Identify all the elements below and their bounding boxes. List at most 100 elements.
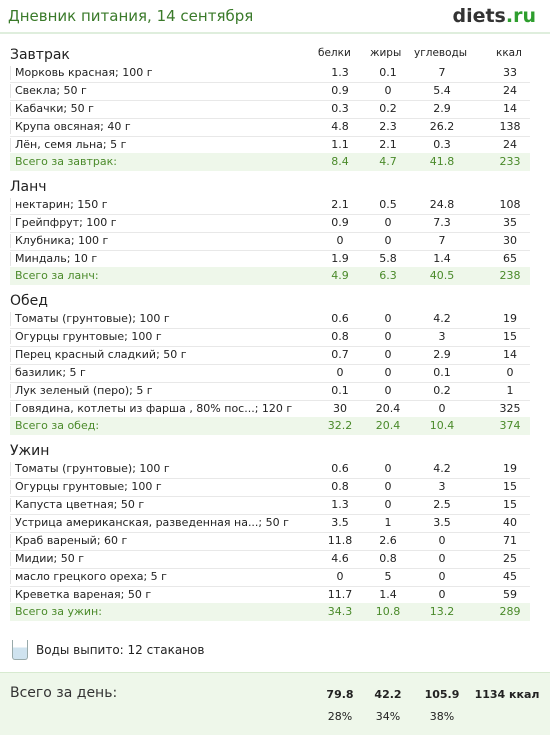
- food-row: Огурцы грунтовые; 100 г 0.8 0 3 15: [10, 328, 530, 347]
- site-logo[interactable]: diets.ru: [452, 5, 536, 27]
- food-name: Свекла; 50 г: [15, 84, 87, 97]
- food-name: Томаты (грунтовые); 100 г: [15, 312, 170, 325]
- fat-value: 2.6: [379, 534, 397, 547]
- protein-value: 11.7: [327, 588, 353, 601]
- kcal-total: 233: [499, 155, 521, 168]
- carbs-value: 0.3: [433, 138, 451, 151]
- day-carbs-total: 105.9: [424, 688, 460, 701]
- fat-value: 2.3: [379, 120, 397, 133]
- page-header: Дневник питания, 14 сентября diets.ru: [0, 0, 550, 34]
- logo-suffix: .ru: [505, 5, 536, 27]
- carbs-value: 3: [438, 330, 446, 343]
- carbs-total: 40.5: [429, 269, 455, 282]
- food-row: Огурцы грунтовые; 100 г 0.8 0 3 15: [10, 478, 530, 497]
- fat-value: 0: [384, 216, 392, 229]
- fat-total: 10.8: [375, 605, 401, 618]
- fat-value: 2.1: [379, 138, 397, 151]
- day-kcal-total: 1134 ккал: [474, 688, 540, 701]
- food-name: масло грецкого ореха; 5 г: [15, 570, 167, 583]
- food-row: Томаты (грунтовые); 100 г 0.6 0 4.2 19: [10, 460, 530, 479]
- food-name: Мидии; 50 г: [15, 552, 85, 565]
- day-protein-total: 79.8: [326, 688, 354, 701]
- protein-total: 32.2: [327, 419, 353, 432]
- fat-value: 0.2: [379, 102, 397, 115]
- food-row: Томаты (грунтовые); 100 г 0.6 0 4.2 19: [10, 310, 530, 329]
- protein-value: 2.1: [331, 198, 349, 211]
- section-title-breakfast: Завтрак: [10, 47, 70, 63]
- carbs-value: 4.2: [433, 312, 451, 325]
- section-title-supper: Ужин: [10, 443, 50, 459]
- food-name: Креветка вареная; 50 г: [15, 588, 152, 601]
- protein-value: 0.6: [331, 312, 349, 325]
- page-title: Дневник питания, 14 сентября: [8, 7, 254, 25]
- protein-value: 11.8: [327, 534, 353, 547]
- protein-value: 1.3: [331, 66, 349, 79]
- day-protein-percent: 28%: [327, 710, 353, 723]
- kcal-value: 24: [503, 138, 517, 151]
- kcal-value: 15: [503, 480, 517, 493]
- food-name: Перец красный сладкий; 50 г: [15, 348, 187, 361]
- carbs-value: 0.2: [433, 384, 451, 397]
- total-label: Всего за ужин:: [15, 605, 102, 618]
- fat-value: 1: [384, 516, 392, 529]
- carbs-value: 2.9: [433, 102, 451, 115]
- fat-value: 5.8: [379, 252, 397, 265]
- fat-total: 6.3: [379, 269, 397, 282]
- day-fat-percent: 34%: [375, 710, 401, 723]
- header-divider: [0, 32, 550, 34]
- food-name: Устрица американская, разведенная на...;…: [15, 516, 289, 529]
- kcal-total: 289: [499, 605, 521, 618]
- protein-value: 1.1: [331, 138, 349, 151]
- food-row: Клубника; 100 г 0 0 7 30: [10, 232, 530, 251]
- protein-value: 4.6: [331, 552, 349, 565]
- meal-total-row: Всего за ужин: 34.3 10.8 13.2 289: [10, 603, 530, 621]
- kcal-value: 325: [499, 402, 521, 415]
- carbs-value: 0: [438, 552, 446, 565]
- kcal-value: 15: [503, 330, 517, 343]
- fat-total: 20.4: [375, 419, 401, 432]
- fat-value: 20.4: [375, 402, 401, 415]
- total-label: Всего за ланч:: [15, 269, 99, 282]
- fat-value: 0: [384, 312, 392, 325]
- carbs-value: 3.5: [433, 516, 451, 529]
- food-name: Кабачки; 50 г: [15, 102, 94, 115]
- food-name: Крупа овсяная; 40 г: [15, 120, 131, 133]
- fat-value: 0: [384, 348, 392, 361]
- kcal-value: 15: [503, 498, 517, 511]
- protein-value: 30: [333, 402, 347, 415]
- column-header-carbs: углеводы: [414, 47, 468, 59]
- food-name: Лук зеленый (перо); 5 г: [15, 384, 153, 397]
- food-row: Грейпфрут; 100 г 0.9 0 7.3 35: [10, 214, 530, 233]
- protein-value: 0.3: [331, 102, 349, 115]
- day-total-panel: Всего за день: 79.8 42.2 105.9 1134 ккал…: [0, 672, 550, 735]
- food-row: Капуста цветная; 50 г 1.3 0 2.5 15: [10, 496, 530, 515]
- water-text: Воды выпито: 12 стаканов: [36, 643, 205, 657]
- meal-total-row: Всего за обед: 32.2 20.4 10.4 374: [10, 417, 530, 435]
- kcal-value: 138: [499, 120, 521, 133]
- kcal-value: 19: [503, 462, 517, 475]
- food-row: Кабачки; 50 г 0.3 0.2 2.9 14: [10, 100, 530, 119]
- carbs-value: 26.2: [429, 120, 455, 133]
- kcal-value: 14: [503, 348, 517, 361]
- kcal-value: 19: [503, 312, 517, 325]
- food-name: нектарин; 150 г: [15, 198, 108, 211]
- kcal-total: 374: [499, 419, 521, 432]
- carbs-total: 41.8: [429, 155, 455, 168]
- kcal-value: 0: [506, 366, 514, 379]
- carbs-value: 2.9: [433, 348, 451, 361]
- food-row: Устрица американская, разведенная на...;…: [10, 514, 530, 533]
- food-row: масло грецкого ореха; 5 г 0 5 0 45: [10, 568, 530, 587]
- food-row: Свекла; 50 г 0.9 0 5.4 24: [10, 82, 530, 101]
- total-label: Всего за завтрак:: [15, 155, 118, 168]
- carbs-value: 0: [438, 570, 446, 583]
- carbs-total: 13.2: [429, 605, 455, 618]
- protein-value: 1.3: [331, 498, 349, 511]
- carbs-total: 10.4: [429, 419, 455, 432]
- carbs-value: 0: [438, 534, 446, 547]
- fat-value: 0: [384, 498, 392, 511]
- fat-total: 4.7: [379, 155, 397, 168]
- food-name: Томаты (грунтовые); 100 г: [15, 462, 170, 475]
- section-title-lunch: Ланч: [10, 179, 47, 195]
- kcal-total: 238: [499, 269, 521, 282]
- kcal-value: 65: [503, 252, 517, 265]
